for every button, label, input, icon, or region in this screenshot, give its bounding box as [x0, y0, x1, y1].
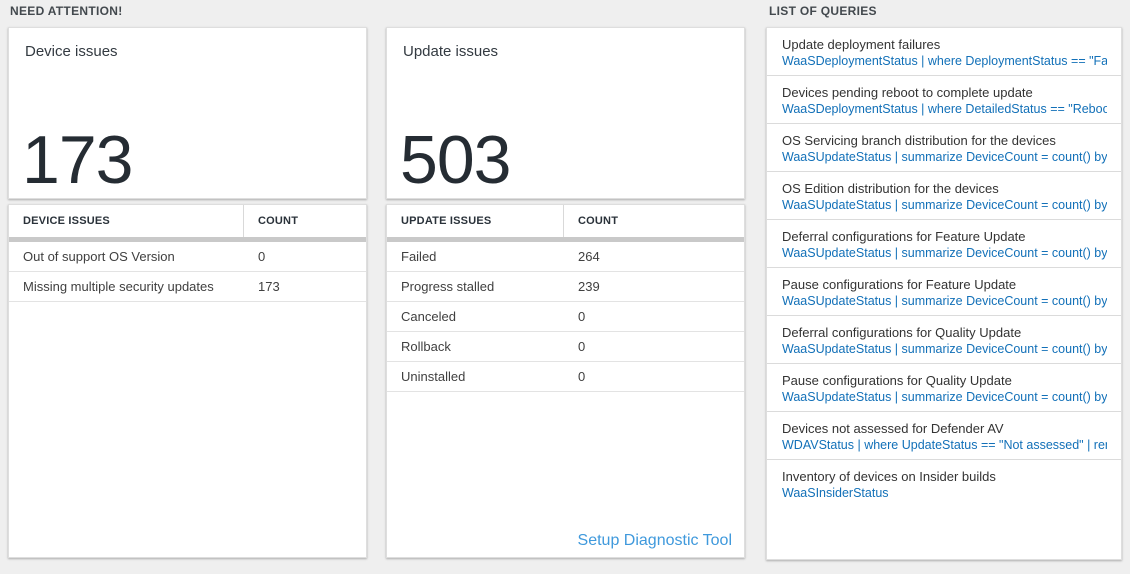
count-column-header: COUNT	[578, 215, 619, 227]
issue-count: 264	[578, 249, 600, 264]
query-item[interactable]: Inventory of devices on Insider builds W…	[767, 460, 1121, 508]
issue-count: 173	[258, 279, 280, 294]
query-title: Update deployment failures	[782, 37, 941, 52]
section-label-need-attention: NEED ATTENTION!	[10, 4, 123, 18]
issue-label: Missing multiple security updates	[23, 279, 214, 294]
query-link[interactable]: WaaSDeploymentStatus | where DeploymentS…	[782, 54, 1107, 68]
query-link[interactable]: WaaSInsiderStatus	[782, 486, 889, 500]
update-issues-column-header: UPDATE ISSUES	[387, 205, 564, 237]
issue-label: Progress stalled	[401, 279, 495, 294]
query-item[interactable]: Update deployment failures WaaSDeploymen…	[767, 28, 1121, 76]
query-title: Deferral configurations for Quality Upda…	[782, 325, 1022, 340]
device-issues-title: Device issues	[25, 43, 118, 60]
queries-panel: Update deployment failures WaaSDeploymen…	[766, 27, 1122, 560]
query-title: Devices not assessed for Defender AV	[782, 421, 1004, 436]
query-link[interactable]: WaaSUpdateStatus | summarize DeviceCount…	[782, 198, 1107, 212]
section-label-list-of-queries: LIST OF QUERIES	[769, 4, 877, 18]
issue-label: Rollback	[401, 339, 451, 354]
query-item[interactable]: Pause configurations for Quality Update …	[767, 364, 1121, 412]
query-item[interactable]: Deferral configurations for Quality Upda…	[767, 316, 1121, 364]
query-item[interactable]: Deferral configurations for Feature Upda…	[767, 220, 1121, 268]
table-row[interactable]: Failed 264	[387, 242, 744, 272]
setup-diagnostic-tool-link[interactable]: Setup Diagnostic Tool	[577, 532, 732, 549]
issue-label: Uninstalled	[401, 369, 466, 384]
query-link[interactable]: WaaSUpdateStatus | summarize DeviceCount…	[782, 246, 1107, 260]
issue-label: Canceled	[401, 309, 456, 324]
query-link[interactable]: WaaSUpdateStatus | summarize DeviceCount…	[782, 342, 1107, 356]
issue-count: 239	[578, 279, 600, 294]
query-link[interactable]: WDAVStatus | where UpdateStatus == "Not …	[782, 438, 1107, 452]
issue-label: Out of support OS Version	[23, 249, 175, 264]
device-issues-column-header: DEVICE ISSUES	[9, 205, 244, 237]
query-title: Inventory of devices on Insider builds	[782, 469, 996, 484]
query-item[interactable]: Pause configurations for Feature Update …	[767, 268, 1121, 316]
table-header-divider-bar	[9, 237, 366, 242]
query-title: Deferral configurations for Feature Upda…	[782, 229, 1026, 244]
query-title: OS Edition distribution for the devices	[782, 181, 999, 196]
query-item[interactable]: OS Edition distribution for the devices …	[767, 172, 1121, 220]
query-title: Devices pending reboot to complete updat…	[782, 85, 1033, 100]
table-row[interactable]: Out of support OS Version 0	[9, 242, 366, 272]
update-issues-count: 503	[400, 122, 511, 198]
issue-count: 0	[578, 369, 586, 384]
table-row[interactable]: Uninstalled 0	[387, 362, 744, 392]
table-row[interactable]: Missing multiple security updates 173	[9, 272, 366, 302]
table-header-divider-bar	[387, 237, 744, 242]
query-title: Pause configurations for Feature Update	[782, 277, 1017, 292]
query-link[interactable]: WaaSUpdateStatus | summarize DeviceCount…	[782, 150, 1107, 164]
table-row[interactable]: Progress stalled 239	[387, 272, 744, 302]
table-row[interactable]: Rollback 0	[387, 332, 744, 362]
query-title: OS Servicing branch distribution for the…	[782, 133, 1056, 148]
update-issues-tile[interactable]: Update issues 503	[386, 27, 745, 199]
device-issues-table: DEVICE ISSUES COUNT Out of support OS Ve…	[8, 204, 367, 558]
device-issues-tile[interactable]: Device issues 173	[8, 27, 367, 199]
query-link[interactable]: WaaSUpdateStatus | summarize DeviceCount…	[782, 294, 1107, 308]
query-link[interactable]: WaaSDeploymentStatus | where DetailedSta…	[782, 102, 1107, 116]
table-row[interactable]: Canceled 0	[387, 302, 744, 332]
update-issues-title: Update issues	[403, 43, 499, 60]
query-item[interactable]: Devices pending reboot to complete updat…	[767, 76, 1121, 124]
device-issues-count: 173	[22, 122, 133, 198]
query-title: Pause configurations for Quality Update	[782, 373, 1012, 388]
update-issues-table: UPDATE ISSUES COUNT Failed 264 Progress …	[386, 204, 745, 558]
issue-count: 0	[258, 249, 266, 264]
query-link[interactable]: WaaSUpdateStatus | summarize DeviceCount…	[782, 390, 1107, 404]
issue-label: Failed	[401, 249, 437, 264]
query-item[interactable]: OS Servicing branch distribution for the…	[767, 124, 1121, 172]
query-item[interactable]: Devices not assessed for Defender AV WDA…	[767, 412, 1121, 460]
issue-count: 0	[578, 339, 586, 354]
count-column-header: COUNT	[258, 215, 299, 227]
issue-count: 0	[578, 309, 586, 324]
device-issues-table-header: DEVICE ISSUES COUNT	[9, 205, 366, 237]
update-issues-table-header: UPDATE ISSUES COUNT	[387, 205, 744, 237]
